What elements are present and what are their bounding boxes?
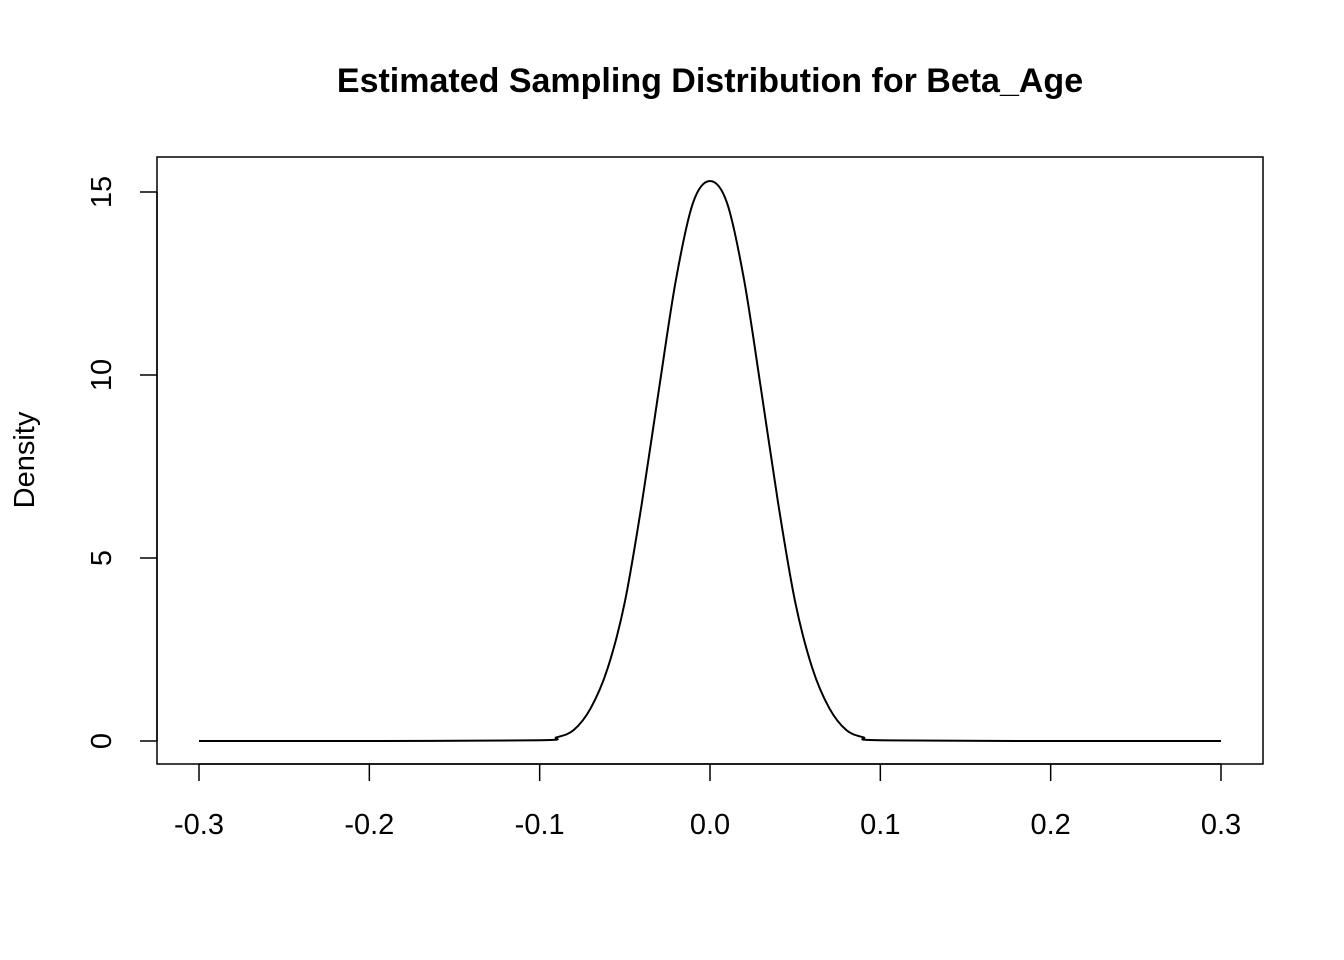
y-axis: 0 5 10 15	[86, 176, 158, 749]
x-tick-label: -0.1	[515, 809, 565, 841]
y-tick-label: 10	[86, 359, 118, 391]
chart-title: Estimated Sampling Distribution for Beta…	[337, 62, 1083, 100]
y-tick-label: 0	[86, 733, 118, 749]
x-tick-label: -0.3	[174, 809, 224, 841]
y-tick-label: 5	[86, 550, 118, 566]
x-tick-label: 0.3	[1201, 809, 1241, 841]
density-line	[199, 180, 1221, 743]
x-tick-label: -0.2	[344, 809, 394, 841]
x-tick-label: 0.2	[1031, 809, 1071, 841]
x-tick-label: 0.1	[860, 809, 900, 841]
y-axis-title: Density	[9, 411, 41, 508]
y-tick-label: 15	[86, 176, 118, 208]
x-tick-label: 0.0	[690, 809, 730, 841]
series-layer	[199, 180, 1221, 743]
x-axis: -0.3 -0.2 -0.1 0.0 0.1 0.2 0.3	[174, 763, 1241, 841]
